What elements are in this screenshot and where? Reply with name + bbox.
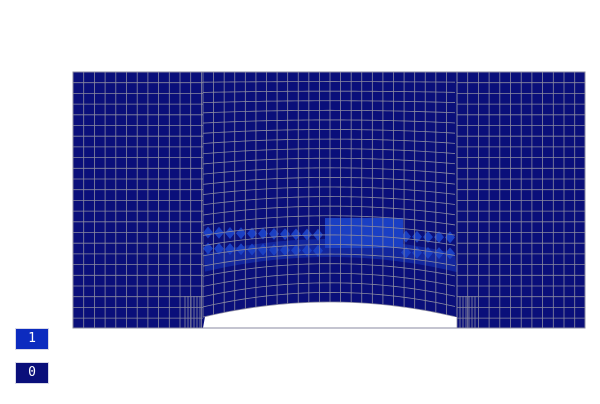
legend-item-0: 0 <box>15 362 49 384</box>
highlight-patch <box>325 218 403 248</box>
legend-label-0: 0 <box>28 365 36 380</box>
legend-label-1: 1 <box>28 331 36 346</box>
legend-item-1: 1 <box>15 328 49 350</box>
